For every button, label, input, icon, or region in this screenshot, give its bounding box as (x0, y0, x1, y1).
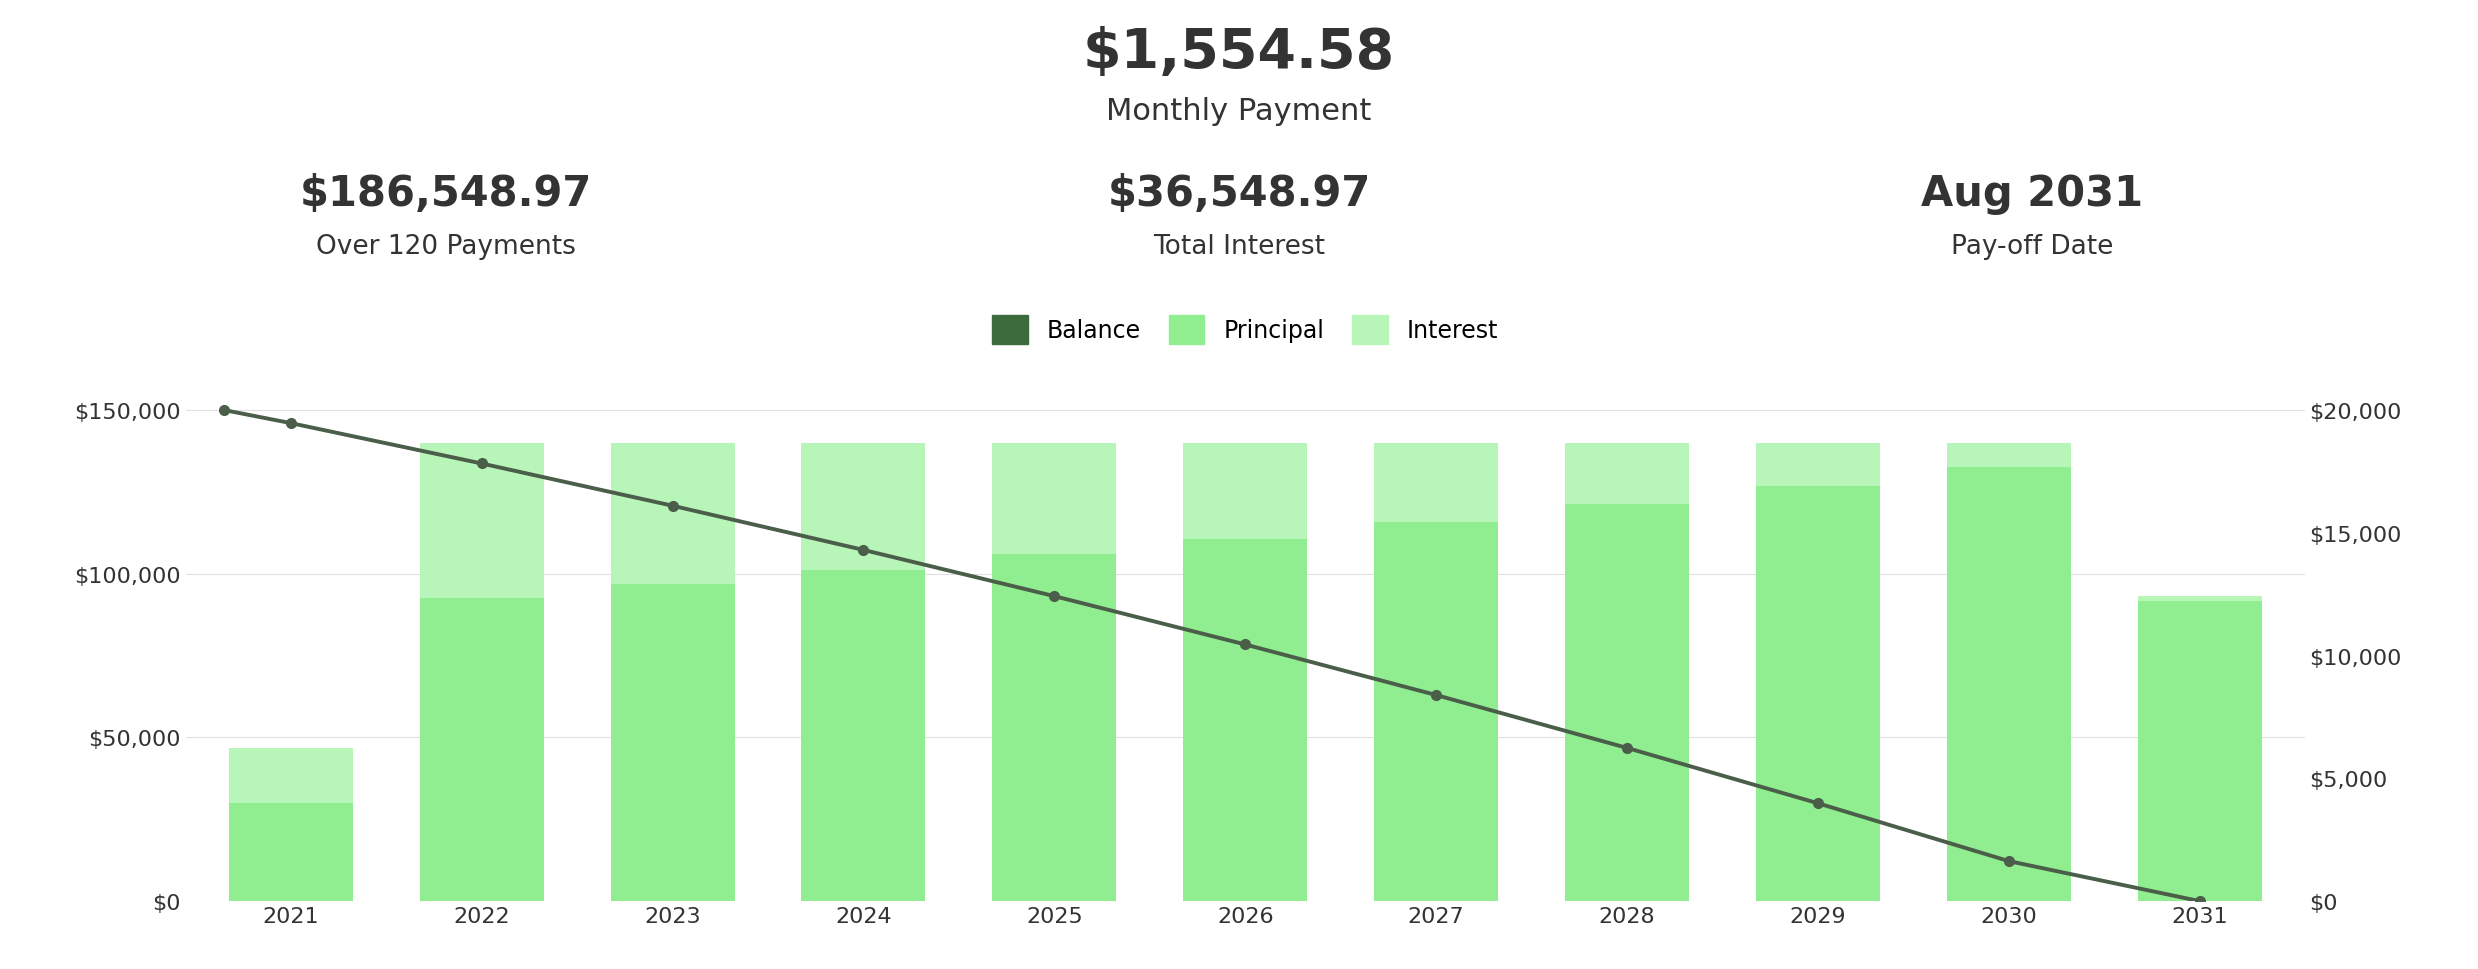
Bar (2139, 601, 2262, 901)
Bar (610, 444, 733, 584)
Bar (1948, 468, 2072, 901)
Text: Monthly Payment: Monthly Payment (1105, 97, 1373, 126)
Bar (228, 749, 352, 803)
Bar (1566, 505, 1690, 901)
Bar (419, 599, 543, 901)
Bar (1373, 444, 1499, 522)
Bar (1757, 486, 1881, 901)
Bar (419, 444, 543, 599)
Text: Total Interest: Total Interest (1152, 234, 1326, 260)
Bar (991, 444, 1118, 555)
Text: Over 120 Payments: Over 120 Payments (317, 234, 575, 260)
Bar (610, 584, 733, 901)
Text: $1,554.58: $1,554.58 (1083, 26, 1395, 80)
Bar (1757, 444, 1881, 486)
Bar (2139, 596, 2262, 601)
Bar (800, 444, 924, 570)
Text: Pay-off Date: Pay-off Date (1950, 234, 2114, 260)
Bar (991, 555, 1118, 901)
Text: $36,548.97: $36,548.97 (1108, 172, 1370, 215)
Text: $186,548.97: $186,548.97 (300, 172, 592, 215)
Bar (1566, 444, 1690, 505)
Bar (1373, 522, 1499, 901)
Bar (1948, 444, 2072, 468)
Bar (1182, 444, 1308, 539)
Text: Aug 2031: Aug 2031 (1920, 172, 2143, 215)
Legend: Balance, Principal, Interest: Balance, Principal, Interest (984, 306, 1507, 354)
Bar (800, 570, 924, 901)
Bar (228, 803, 352, 901)
Bar (1182, 539, 1308, 901)
